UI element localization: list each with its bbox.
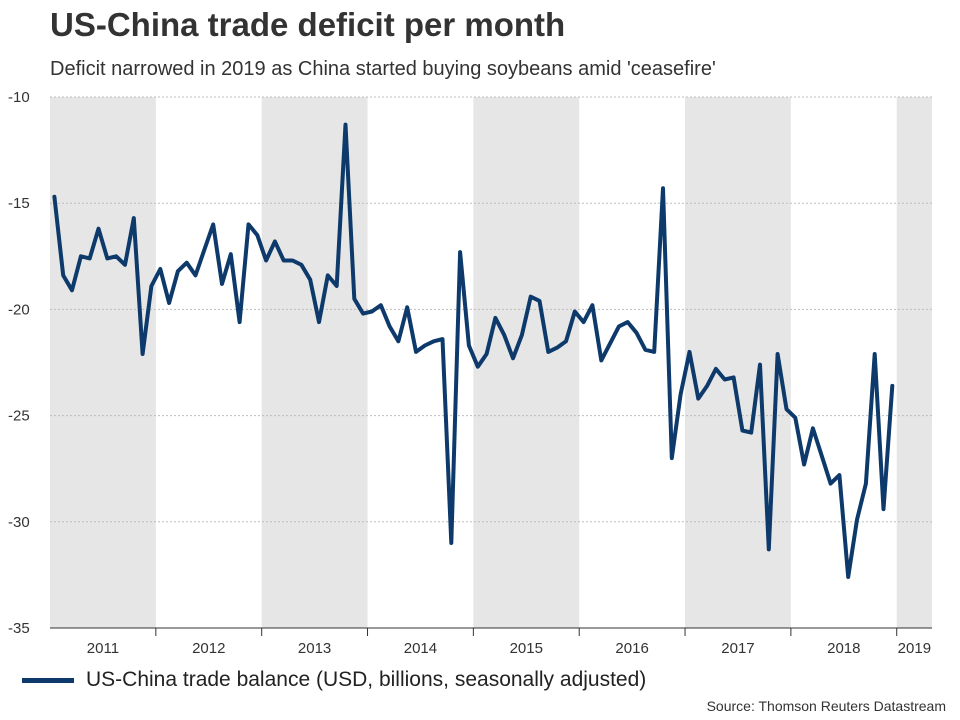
y-tick-label: -30 (8, 514, 30, 531)
year-band-2017 (685, 97, 791, 628)
y-tick-label: -35 (8, 620, 30, 637)
x-tick-label: 2014 (404, 640, 437, 657)
x-tick-label: 2017 (721, 640, 754, 657)
x-tick-label: 2012 (192, 640, 225, 657)
year-band-2013 (261, 97, 368, 628)
series-line (52, 122, 895, 579)
x-tick-label: 2019 (898, 640, 931, 657)
year-band-2019 (896, 97, 932, 628)
y-tick-label: -10 (8, 89, 30, 106)
chart-subtitle: Deficit narrowed in 2019 as China starte… (50, 58, 716, 80)
legend-label: US-China trade balance (USD, billions, s… (86, 668, 647, 691)
x-tick-label: 2018 (827, 640, 860, 657)
legend: US-China trade balance (USD, billions, s… (22, 668, 646, 692)
y-tick-label: -15 (8, 195, 30, 212)
source-note: Source: Thomson Reuters Datastream (706, 698, 946, 714)
legend-swatch (22, 677, 74, 683)
x-tick-label: 2015 (510, 640, 543, 657)
x-tick-label: 2011 (87, 640, 119, 657)
x-tick-label: 2013 (298, 640, 331, 657)
year-band-2015 (473, 97, 580, 628)
year-band-2011 (50, 97, 156, 628)
chart-title: US-China trade deficit per month (50, 6, 566, 43)
y-tick-label: -20 (8, 301, 30, 318)
y-tick-label: -25 (8, 408, 30, 425)
x-tick-label: 2016 (615, 640, 648, 657)
